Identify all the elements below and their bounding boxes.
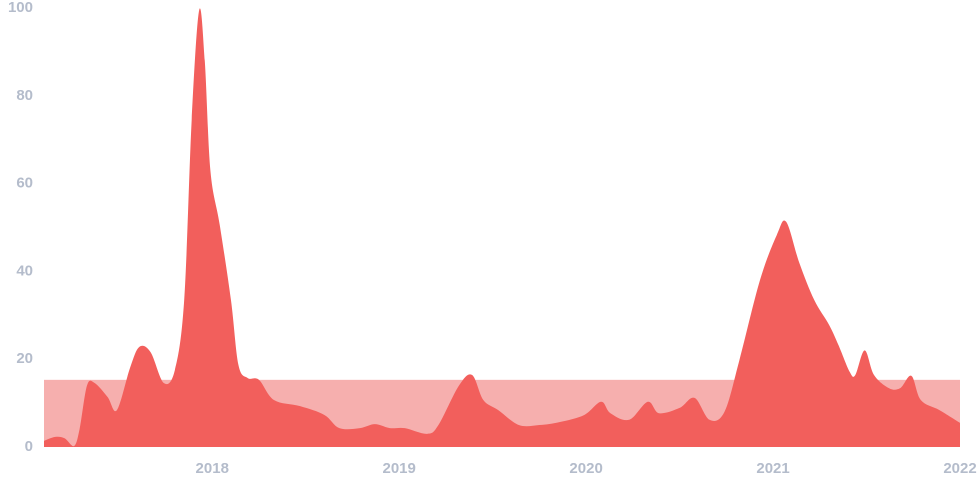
x-tick-label: 2021 xyxy=(756,460,789,477)
y-tick-label: 0 xyxy=(25,438,33,455)
y-tick-label: 20 xyxy=(16,350,33,367)
y-tick-label: 60 xyxy=(16,175,33,192)
x-tick-label: 2019 xyxy=(382,460,415,477)
area xyxy=(44,8,960,448)
x-tick-label: 2018 xyxy=(196,460,229,477)
x-tick-label: 2022 xyxy=(943,460,976,477)
y-tick-label: 40 xyxy=(16,262,33,279)
y-tick-label: 100 xyxy=(8,0,33,16)
x-tick-label: 2020 xyxy=(569,460,602,477)
y-tick-label: 80 xyxy=(16,87,33,104)
